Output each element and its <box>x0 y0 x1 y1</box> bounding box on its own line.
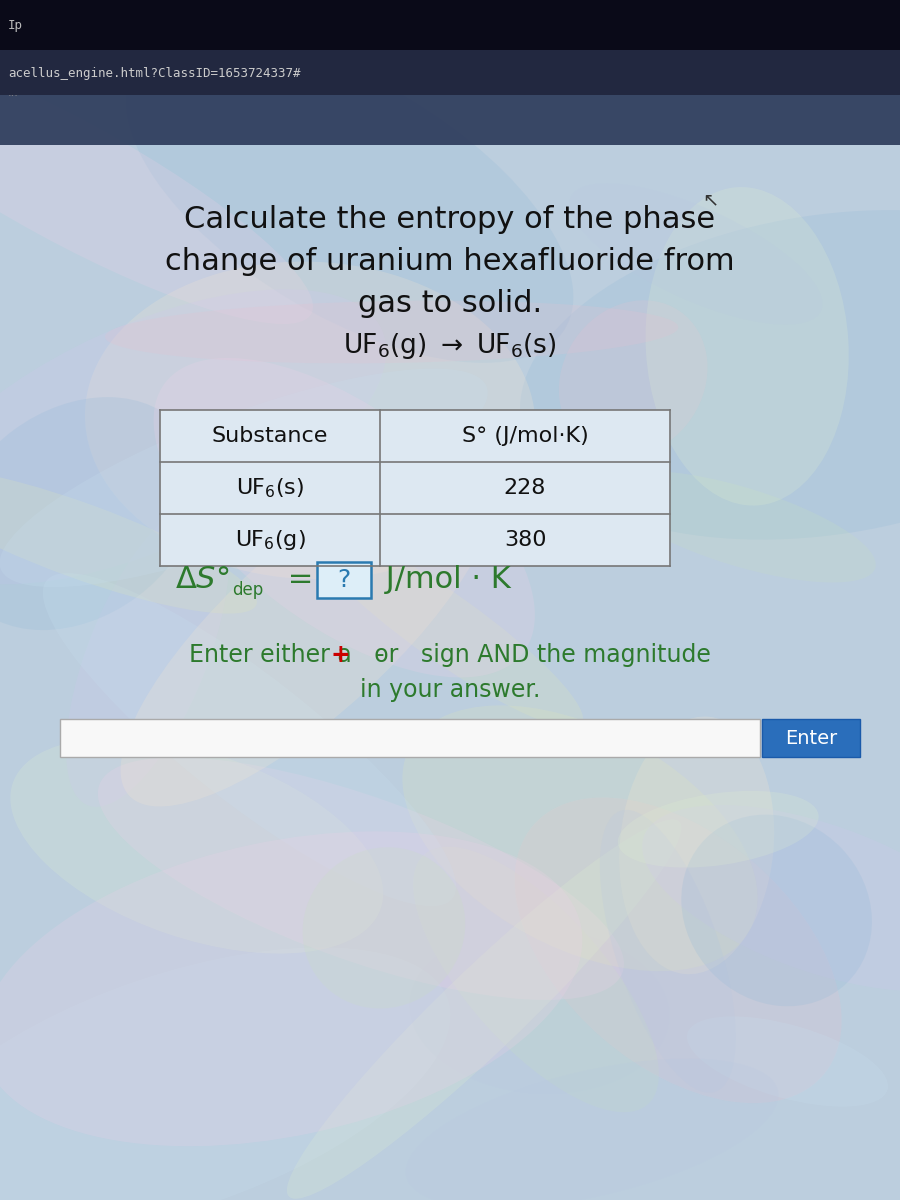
Ellipse shape <box>642 805 900 991</box>
Text: ↖: ↖ <box>702 191 718 210</box>
Ellipse shape <box>126 36 573 362</box>
Text: UF$_6$(g) $\rightarrow$ UF$_6$(s): UF$_6$(g) $\rightarrow$ UF$_6$(s) <box>343 331 557 361</box>
Text: Calculate the entropy of the phase: Calculate the entropy of the phase <box>184 205 716 234</box>
Text: gas to solid.: gas to solid. <box>358 289 542 318</box>
FancyBboxPatch shape <box>0 0 900 50</box>
Text: -: - <box>376 643 384 667</box>
Text: dep: dep <box>232 581 263 599</box>
Ellipse shape <box>85 262 536 580</box>
Ellipse shape <box>402 706 758 971</box>
Text: +: + <box>330 643 350 667</box>
FancyBboxPatch shape <box>160 410 670 566</box>
Text: 380: 380 <box>504 530 546 550</box>
FancyBboxPatch shape <box>317 562 371 598</box>
Text: UF$_6$(g): UF$_6$(g) <box>235 528 305 552</box>
Text: Enter either a   or   sign AND the magnitude: Enter either a or sign AND the magnitude <box>189 643 711 667</box>
Text: $\Delta S°$: $\Delta S°$ <box>175 565 230 594</box>
Ellipse shape <box>11 738 383 954</box>
Ellipse shape <box>413 847 659 1112</box>
Ellipse shape <box>0 948 450 1200</box>
Ellipse shape <box>307 527 583 728</box>
Ellipse shape <box>645 187 849 505</box>
Text: Substance: Substance <box>212 426 328 446</box>
Ellipse shape <box>98 757 624 1000</box>
Text: UF$_6$(s): UF$_6$(s) <box>236 476 304 499</box>
Ellipse shape <box>406 1058 778 1200</box>
Text: 228: 228 <box>504 478 546 498</box>
Ellipse shape <box>154 358 535 678</box>
Ellipse shape <box>520 210 900 540</box>
Ellipse shape <box>0 397 201 630</box>
Text: J/mol · K: J/mol · K <box>376 565 511 594</box>
Ellipse shape <box>67 503 230 806</box>
Text: S° (J/mol·K): S° (J/mol·K) <box>462 426 589 446</box>
Ellipse shape <box>0 467 256 613</box>
Ellipse shape <box>0 368 488 587</box>
FancyBboxPatch shape <box>0 95 900 145</box>
Text: acellus_engine.html?ClassID=1653724337#: acellus_engine.html?ClassID=1653724337# <box>8 66 301 79</box>
FancyBboxPatch shape <box>762 719 860 757</box>
Ellipse shape <box>410 928 670 1094</box>
Text: ...: ... <box>8 88 19 98</box>
Ellipse shape <box>599 810 736 1093</box>
Text: ?: ? <box>338 568 351 592</box>
Ellipse shape <box>105 301 679 364</box>
Ellipse shape <box>43 574 456 906</box>
FancyBboxPatch shape <box>0 50 900 95</box>
Ellipse shape <box>619 716 774 974</box>
Ellipse shape <box>0 289 386 584</box>
Text: Enter: Enter <box>785 728 837 748</box>
Ellipse shape <box>570 184 823 324</box>
Ellipse shape <box>287 820 681 1199</box>
Ellipse shape <box>617 791 819 868</box>
Text: change of uranium hexafluoride from: change of uranium hexafluoride from <box>166 247 734 276</box>
Ellipse shape <box>687 1016 888 1106</box>
Text: =: = <box>278 565 323 594</box>
FancyBboxPatch shape <box>60 719 760 757</box>
Ellipse shape <box>121 456 497 806</box>
Ellipse shape <box>681 815 872 1007</box>
Text: Ip: Ip <box>8 18 23 31</box>
Text: in your answer.: in your answer. <box>360 678 540 702</box>
Ellipse shape <box>559 300 707 457</box>
Ellipse shape <box>605 470 876 582</box>
Ellipse shape <box>0 36 313 324</box>
Ellipse shape <box>302 847 465 1008</box>
Ellipse shape <box>515 798 842 1103</box>
Ellipse shape <box>0 832 582 1146</box>
